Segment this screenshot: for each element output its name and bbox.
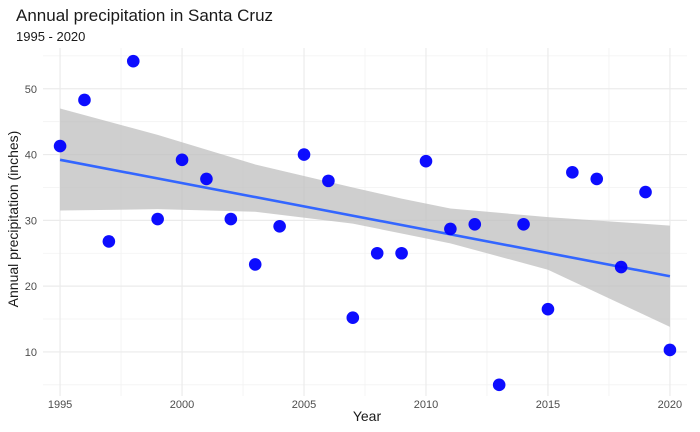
data-point [346,311,360,325]
x-tick-label: 2010 [414,399,438,411]
y-axis-title: Annual precipitation (inches) [5,131,21,308]
trend-line-layer [59,158,671,278]
data-point [151,212,164,226]
data-point [663,343,677,357]
data-point [395,246,408,260]
data-point [53,139,67,153]
data-points [53,54,677,392]
data-point [370,246,384,260]
data-point [468,218,482,231]
y-tick-label: 10 [25,347,37,359]
data-point [297,148,311,161]
y-tick-label: 50 [25,84,37,96]
data-point [444,222,457,236]
data-point [322,174,335,188]
chart-title: Annual precipitation in Santa Cruz [16,6,274,25]
data-point [639,185,652,199]
x-axis-title: Year [353,408,382,424]
data-point [590,172,604,186]
data-point [200,172,213,186]
data-point [102,235,116,248]
data-point [419,154,433,168]
data-point [224,212,238,226]
chart-subtitle: 1995 - 2020 [16,29,86,44]
data-point [517,218,530,231]
tick-labels: 1995 2000 2005 2010 2015 2020 10 20 30 40 50 [25,84,682,411]
y-tick-label: 30 [25,215,37,227]
x-tick-label: 1995 [48,399,72,411]
x-tick-label: 2005 [292,399,316,411]
x-tick-label: 2020 [658,399,682,411]
data-point [566,166,579,179]
data-point [541,302,555,316]
data-point [175,153,189,167]
y-tick-label: 40 [25,150,37,162]
data-point [126,54,140,68]
data-point [492,378,506,392]
trend-line [59,158,671,278]
x-tick-label: 2015 [536,399,560,411]
data-point [248,258,262,271]
data-point [273,219,286,233]
x-tick-label: 2000 [170,399,194,411]
data-point [614,260,628,274]
y-tick-label: 20 [25,281,37,293]
data-point [78,93,91,107]
